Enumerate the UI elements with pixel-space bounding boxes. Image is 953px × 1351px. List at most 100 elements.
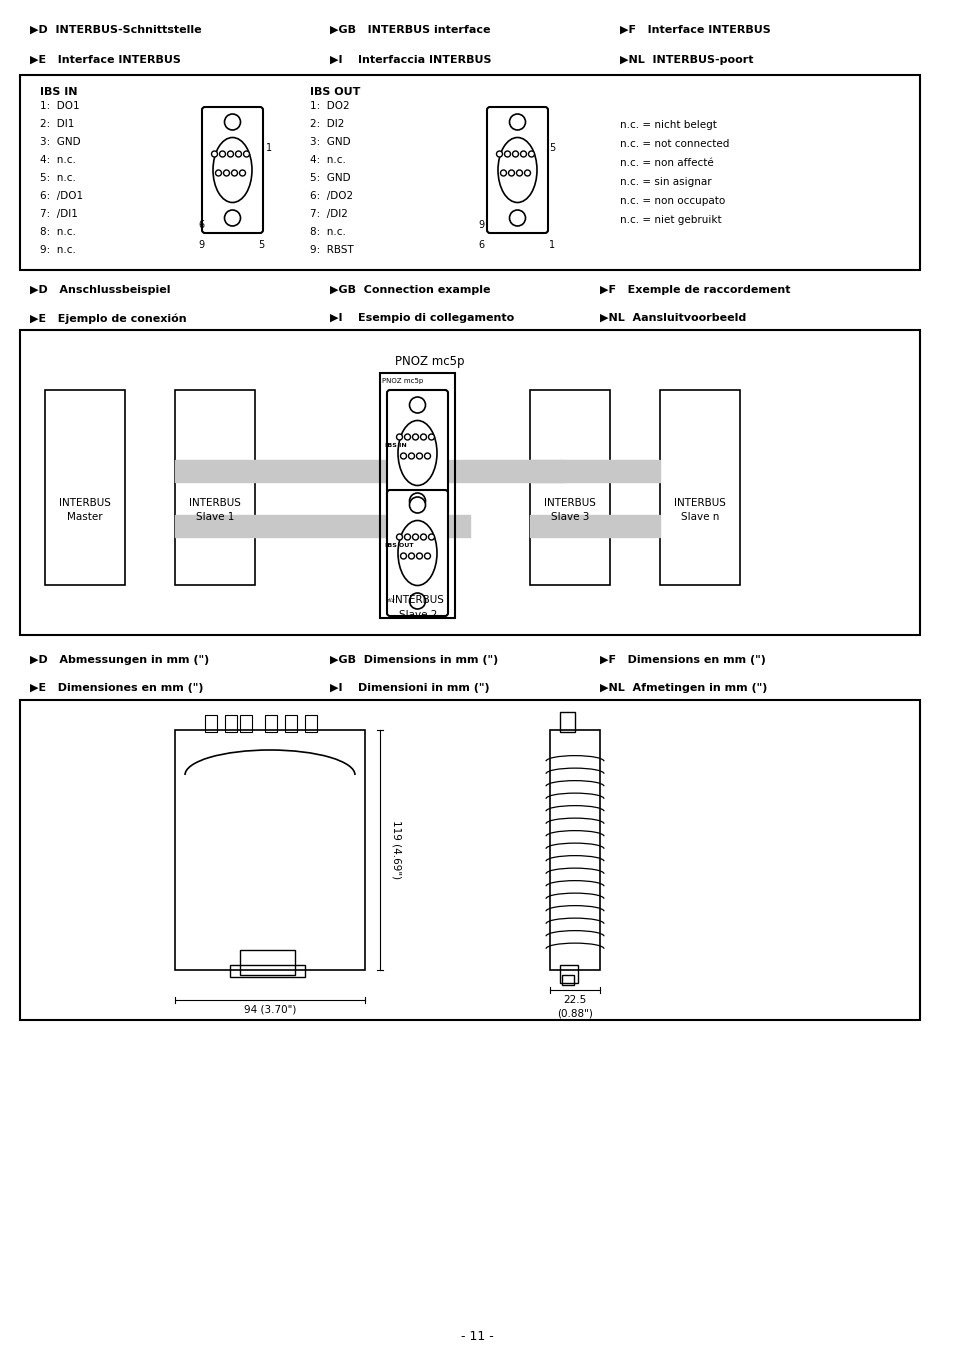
Text: PNOZ mc5p: PNOZ mc5p bbox=[395, 355, 464, 367]
Text: ▶F   Interface INTERBUS: ▶F Interface INTERBUS bbox=[619, 26, 770, 35]
Bar bbox=[20, 330, 919, 635]
Text: ▶I    Esempio di collegamento: ▶I Esempio di collegamento bbox=[330, 313, 514, 323]
Bar bbox=[205, 715, 216, 732]
Text: IBS OUT: IBS OUT bbox=[385, 543, 413, 549]
Text: n.c. = nicht belegt: n.c. = nicht belegt bbox=[619, 120, 716, 130]
Bar bbox=[559, 712, 575, 732]
Text: n.c. = niet gebruikt: n.c. = niet gebruikt bbox=[619, 215, 720, 226]
Circle shape bbox=[408, 553, 414, 559]
Circle shape bbox=[408, 453, 414, 459]
Circle shape bbox=[509, 113, 525, 130]
Text: 1:  DO1: 1: DO1 bbox=[40, 101, 79, 111]
Text: 2:  DI2: 2: DI2 bbox=[310, 119, 344, 128]
Circle shape bbox=[412, 434, 418, 440]
Text: ▶I    Interfaccia INTERBUS: ▶I Interfaccia INTERBUS bbox=[330, 55, 491, 65]
Circle shape bbox=[520, 151, 526, 157]
FancyBboxPatch shape bbox=[387, 390, 448, 516]
Text: 2:  DI1: 2: DI1 bbox=[40, 119, 74, 128]
Circle shape bbox=[409, 497, 425, 513]
Circle shape bbox=[428, 534, 434, 540]
Ellipse shape bbox=[397, 520, 436, 585]
Circle shape bbox=[528, 151, 534, 157]
Bar bbox=[265, 715, 276, 732]
Bar bbox=[285, 715, 296, 732]
Text: ▶I    Dimensioni in mm ("): ▶I Dimensioni in mm (") bbox=[330, 684, 489, 693]
Ellipse shape bbox=[213, 138, 252, 203]
Circle shape bbox=[424, 553, 430, 559]
Text: 1: 1 bbox=[266, 143, 272, 153]
Text: ▶NL  Afmetingen in mm ("): ▶NL Afmetingen in mm (") bbox=[599, 684, 766, 693]
Text: 5:  n.c.: 5: n.c. bbox=[40, 173, 76, 182]
Circle shape bbox=[243, 151, 250, 157]
Bar bbox=[225, 715, 236, 732]
Text: Master: Master bbox=[67, 512, 103, 523]
Text: 6: 6 bbox=[198, 220, 204, 230]
Text: ▶GB  Connection example: ▶GB Connection example bbox=[330, 285, 490, 295]
Circle shape bbox=[239, 170, 245, 176]
Text: INTERBUS: INTERBUS bbox=[189, 497, 241, 508]
Circle shape bbox=[224, 113, 240, 130]
Text: 9: 9 bbox=[477, 220, 483, 230]
Bar bbox=[174, 459, 564, 482]
Text: IBS OUT: IBS OUT bbox=[310, 86, 360, 97]
Text: Slave 1: Slave 1 bbox=[195, 512, 233, 523]
Text: 1: 1 bbox=[548, 240, 555, 250]
Text: 3:  GND: 3: GND bbox=[40, 136, 81, 147]
Circle shape bbox=[496, 151, 502, 157]
Ellipse shape bbox=[497, 138, 537, 203]
Text: 22.5: 22.5 bbox=[563, 994, 586, 1005]
Circle shape bbox=[416, 553, 422, 559]
Text: ▶E   Dimensiones en mm ("): ▶E Dimensiones en mm (") bbox=[30, 684, 203, 693]
Bar bbox=[230, 965, 305, 977]
Ellipse shape bbox=[397, 420, 436, 485]
Circle shape bbox=[524, 170, 530, 176]
Circle shape bbox=[509, 209, 525, 226]
Text: (0.88"): (0.88") bbox=[557, 1008, 593, 1019]
Circle shape bbox=[428, 434, 434, 440]
Text: ▶D   Anschlussbeispiel: ▶D Anschlussbeispiel bbox=[30, 285, 171, 295]
Text: n.c. = non affecté: n.c. = non affecté bbox=[619, 158, 713, 168]
Text: 5: 5 bbox=[257, 240, 264, 250]
Text: INTERBUS: INTERBUS bbox=[674, 497, 725, 508]
Text: ▶NL  INTERBUS-poort: ▶NL INTERBUS-poort bbox=[619, 55, 753, 65]
Circle shape bbox=[235, 151, 241, 157]
Bar bbox=[20, 76, 919, 270]
Text: 94 (3.70"): 94 (3.70") bbox=[244, 1005, 295, 1015]
Text: 7:  /DI2: 7: /DI2 bbox=[310, 209, 348, 219]
Circle shape bbox=[508, 170, 514, 176]
Circle shape bbox=[400, 553, 406, 559]
Text: Slave 3: Slave 3 bbox=[550, 512, 589, 523]
Text: - 11 -: - 11 - bbox=[460, 1329, 493, 1343]
Text: PNOZ mc5p: PNOZ mc5p bbox=[381, 378, 423, 384]
Text: 4:  n.c.: 4: n.c. bbox=[40, 155, 76, 165]
Circle shape bbox=[396, 434, 402, 440]
Text: INTERBUS: INTERBUS bbox=[392, 594, 443, 605]
Bar bbox=[240, 950, 294, 975]
Circle shape bbox=[219, 151, 225, 157]
FancyBboxPatch shape bbox=[486, 107, 547, 232]
Text: ▶D  INTERBUS-Schnittstelle: ▶D INTERBUS-Schnittstelle bbox=[30, 26, 201, 35]
Bar bbox=[530, 515, 659, 536]
Bar bbox=[240, 715, 252, 732]
Circle shape bbox=[409, 593, 425, 609]
FancyBboxPatch shape bbox=[202, 107, 263, 232]
Bar bbox=[561, 975, 574, 985]
Circle shape bbox=[404, 534, 410, 540]
Text: 5:  GND: 5: GND bbox=[310, 173, 351, 182]
Circle shape bbox=[420, 534, 426, 540]
Bar bbox=[530, 390, 609, 585]
Bar bbox=[45, 390, 125, 585]
Circle shape bbox=[400, 453, 406, 459]
Text: INTERBUS: INTERBUS bbox=[543, 497, 596, 508]
Text: ▶F   Exemple de raccordement: ▶F Exemple de raccordement bbox=[599, 285, 790, 295]
Text: Slave 2: Slave 2 bbox=[398, 611, 436, 620]
Text: Slave n: Slave n bbox=[680, 512, 719, 523]
Circle shape bbox=[512, 151, 518, 157]
Bar bbox=[174, 515, 470, 536]
Text: n.c. = sin asignar: n.c. = sin asignar bbox=[619, 177, 711, 186]
Circle shape bbox=[412, 534, 418, 540]
Text: 4:  n.c.: 4: n.c. bbox=[310, 155, 346, 165]
Text: ▶GB  Dimensions in mm ("): ▶GB Dimensions in mm (") bbox=[330, 655, 497, 665]
Bar bbox=[379, 373, 455, 617]
Circle shape bbox=[409, 397, 425, 413]
